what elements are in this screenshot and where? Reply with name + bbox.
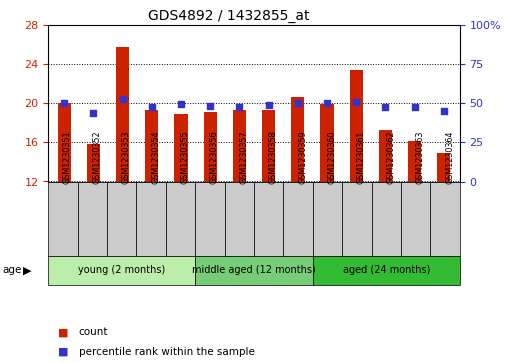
- Point: [439, 108, 448, 114]
- Text: GSM1230360: GSM1230360: [328, 130, 336, 184]
- Bar: [430, 182, 460, 256]
- Text: GSM1230357: GSM1230357: [239, 130, 248, 184]
- Point: [265, 102, 273, 108]
- Point: [60, 101, 69, 106]
- Text: age: age: [3, 265, 22, 276]
- Point: [89, 110, 98, 116]
- Bar: [225, 182, 254, 256]
- Bar: [262, 110, 275, 182]
- Bar: [116, 47, 129, 182]
- Bar: [174, 114, 187, 182]
- Bar: [371, 182, 401, 256]
- Bar: [78, 182, 107, 256]
- Bar: [166, 182, 195, 256]
- Bar: [195, 182, 225, 256]
- Bar: [204, 112, 217, 182]
- Point: [382, 105, 390, 110]
- Text: GSM1230356: GSM1230356: [210, 130, 219, 184]
- Point: [118, 96, 126, 102]
- Text: GDS4892 / 1432855_at: GDS4892 / 1432855_at: [148, 9, 309, 23]
- Bar: [313, 182, 342, 256]
- Point: [206, 103, 214, 109]
- Text: ▶: ▶: [23, 265, 31, 276]
- Point: [352, 99, 360, 105]
- Bar: [401, 182, 430, 256]
- Text: young (2 months): young (2 months): [78, 265, 166, 276]
- Bar: [254, 182, 283, 256]
- Point: [177, 101, 185, 107]
- Point: [323, 101, 331, 106]
- Text: percentile rank within the sample: percentile rank within the sample: [79, 347, 255, 357]
- Text: GSM1230354: GSM1230354: [151, 130, 160, 184]
- Bar: [48, 256, 195, 285]
- Bar: [233, 110, 246, 182]
- Bar: [48, 182, 78, 256]
- Bar: [342, 182, 371, 256]
- Bar: [321, 105, 334, 182]
- Bar: [87, 144, 100, 182]
- Bar: [137, 182, 166, 256]
- Text: GSM1230358: GSM1230358: [269, 130, 278, 184]
- Text: GSM1230351: GSM1230351: [63, 130, 72, 184]
- Bar: [313, 256, 460, 285]
- Bar: [195, 256, 313, 285]
- Bar: [437, 153, 450, 182]
- Bar: [408, 140, 421, 182]
- Text: GSM1230363: GSM1230363: [416, 130, 425, 184]
- Bar: [379, 130, 392, 182]
- Bar: [291, 97, 304, 182]
- Bar: [283, 182, 313, 256]
- Text: aged (24 months): aged (24 months): [342, 265, 430, 276]
- Point: [410, 105, 419, 110]
- Point: [148, 104, 156, 110]
- Bar: [145, 110, 158, 182]
- Text: GSM1230362: GSM1230362: [386, 130, 395, 184]
- Text: ■: ■: [58, 347, 69, 357]
- Text: GSM1230359: GSM1230359: [298, 130, 307, 184]
- Text: middle aged (12 months): middle aged (12 months): [192, 265, 316, 276]
- Bar: [58, 103, 71, 182]
- Text: GSM1230355: GSM1230355: [180, 130, 189, 184]
- Point: [294, 100, 302, 106]
- Text: GSM1230353: GSM1230353: [122, 130, 131, 184]
- Point: [235, 104, 243, 110]
- Text: GSM1230364: GSM1230364: [445, 130, 454, 184]
- Text: ■: ■: [58, 327, 69, 337]
- Bar: [107, 182, 137, 256]
- Text: count: count: [79, 327, 108, 337]
- Text: GSM1230352: GSM1230352: [92, 130, 102, 184]
- Text: GSM1230361: GSM1230361: [357, 130, 366, 184]
- Bar: [350, 70, 363, 182]
